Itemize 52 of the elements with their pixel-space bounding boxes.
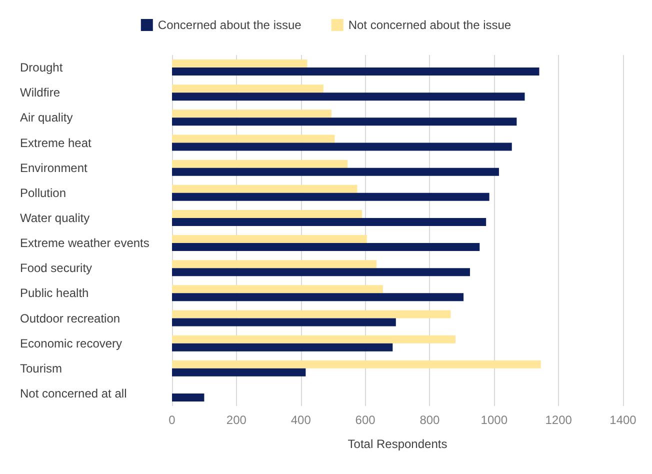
bar [172, 68, 540, 76]
y-tick-label: Pollution [20, 186, 66, 200]
bar [172, 192, 490, 201]
bar [172, 243, 480, 252]
y-tick-label: Extreme heat [20, 136, 92, 150]
x-tick-label: 1400 [610, 413, 637, 427]
y-tick-label: Tourism [20, 361, 62, 376]
y-tick-label: Wildfire [20, 86, 60, 100]
bar [172, 184, 358, 193]
bar [172, 168, 499, 176]
legend-label: Not concerned about the issue [348, 18, 512, 32]
bar [172, 335, 456, 344]
y-tick-label: Drought [20, 60, 64, 75]
bar [172, 235, 367, 244]
y-tick-label: Extreme weather events [20, 236, 150, 250]
bar [172, 343, 393, 352]
bar [172, 360, 541, 368]
legend-label: Concerned about the issue [158, 18, 302, 32]
bar [172, 310, 451, 318]
y-tick-label: Air quality [20, 110, 73, 125]
bar [172, 318, 396, 326]
bar [172, 160, 348, 168]
bar [172, 134, 335, 143]
bar [172, 285, 384, 294]
bar [172, 210, 362, 218]
x-tick-label: 200 [226, 413, 247, 427]
y-tick-label: Food security [20, 261, 92, 276]
bar [172, 218, 486, 226]
x-tick-label: 1000 [480, 413, 508, 427]
x-tick-label: 600 [355, 413, 376, 427]
bar [172, 110, 332, 118]
bar [172, 60, 308, 68]
y-tick-label: Water quality [20, 210, 90, 225]
bar [172, 293, 464, 302]
bar [172, 368, 306, 376]
x-axis-title: Total Respondents [348, 437, 448, 451]
y-tick-label: Outdoor recreation [20, 311, 120, 326]
x-tick-label: 0 [168, 413, 176, 427]
bar [172, 84, 324, 93]
y-tick-label: Economic recovery [20, 336, 122, 350]
y-tick-label: Public health [20, 286, 89, 300]
y-tick-label: Not concerned at all [20, 386, 127, 400]
bar [172, 268, 470, 276]
y-tick-label: Environment [20, 160, 88, 175]
bar [172, 92, 525, 101]
bar [172, 260, 377, 268]
bar [172, 118, 517, 126]
x-tick-label: 800 [420, 413, 440, 427]
x-tick-label: 1200 [545, 413, 572, 427]
x-tick-label: 400 [290, 413, 312, 427]
bar [172, 393, 204, 402]
bar [172, 142, 512, 151]
